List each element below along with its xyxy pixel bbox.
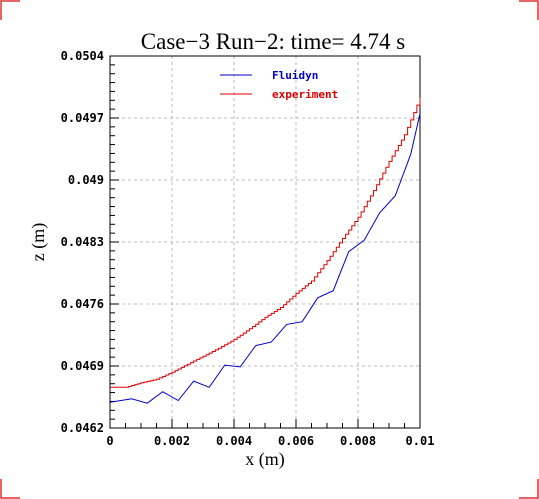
grid-lines xyxy=(110,56,420,428)
y-tick-label: 0.049 xyxy=(68,173,104,187)
y-tick-label: 0.0476 xyxy=(61,297,104,311)
x-tick-label: 0 xyxy=(106,434,113,448)
legend: Fluidyn experiment xyxy=(220,69,338,101)
x-tick-label: 0.01 xyxy=(406,434,435,448)
y-tick-label: 0.0504 xyxy=(61,49,104,63)
legend-label-fluidyn: Fluidyn xyxy=(272,69,318,82)
plot-area xyxy=(109,55,421,429)
y-tick-label: 0.0497 xyxy=(61,111,104,125)
x-tick-label: 0.006 xyxy=(278,434,314,448)
x-tick-label: 0.002 xyxy=(154,434,190,448)
minor-ticks xyxy=(109,55,421,429)
series-layer xyxy=(109,97,421,404)
y-tick-labels: 0.0462 0.0469 0.0476 0.0483 0.049 0.0497 0.050… xyxy=(61,49,104,435)
x-tick-label: 0.004 xyxy=(216,434,252,448)
chart-title: Case−3 Run−2: time= 4.74 s xyxy=(141,29,405,54)
legend-label-experiment: experiment xyxy=(272,88,338,101)
x-tick-label: 0.008 xyxy=(340,434,376,448)
x-axis-label: x (m) xyxy=(245,449,285,470)
y-axis-label: z (m) xyxy=(28,223,49,261)
y-tick-label: 0.0462 xyxy=(61,421,104,435)
series-line-fluidyn xyxy=(109,113,421,404)
y-tick-label: 0.0483 xyxy=(61,235,104,249)
x-tick-labels: 0 0.002 0.004 0.006 0.008 0.01 xyxy=(106,434,434,448)
y-tick-label: 0.0469 xyxy=(61,359,104,373)
series-line-experiment xyxy=(109,97,421,388)
